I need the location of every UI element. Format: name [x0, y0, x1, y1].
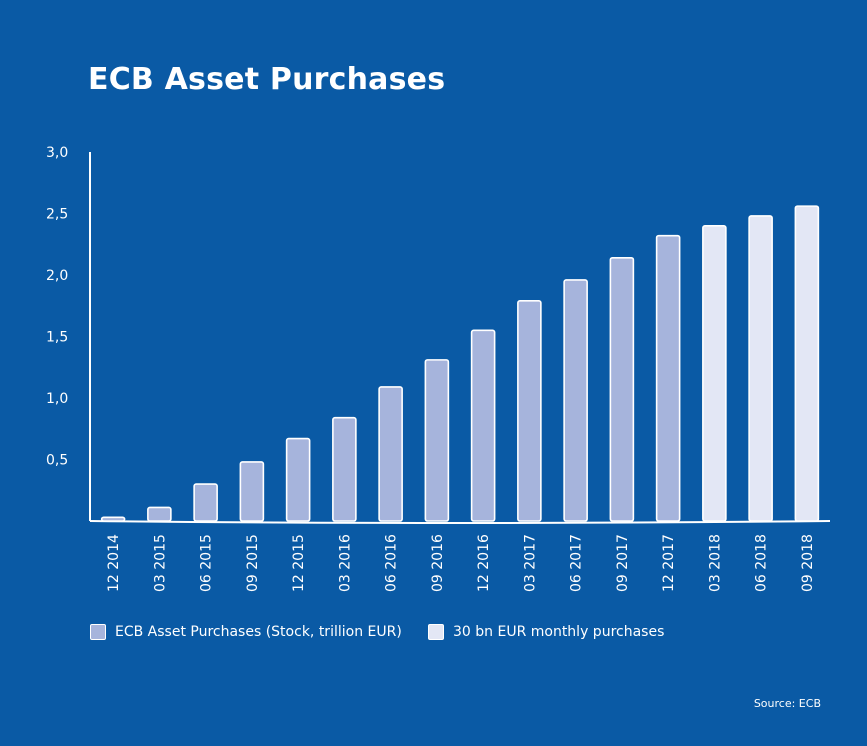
x-tick-label: 12 2017 [661, 534, 677, 592]
legend-item-stock: ECB Asset Purchases (Stock, trillion EUR… [90, 624, 402, 640]
legend-item-monthly: 30 bn EUR monthly purchases [428, 624, 664, 640]
legend-label-stock: ECB Asset Purchases (Stock, trillion EUR… [115, 624, 402, 640]
x-tick-label: 03 2016 [337, 534, 353, 592]
x-tick-label: 06 2015 [199, 534, 215, 592]
chart-title: ECB Asset Purchases [88, 62, 446, 97]
bar [517, 300, 542, 522]
y-tick-label: 2,5 [46, 207, 68, 223]
bar [470, 329, 496, 522]
x-tick-label: 06 2018 [754, 534, 770, 592]
source-note: Source: ECB [753, 697, 821, 710]
x-axis-labels: 12 2014 03 2015 06 2015 09 2015 12 2015 03 20… [106, 534, 816, 592]
x-tick-label: 03 2018 [707, 534, 723, 592]
bar [563, 279, 588, 522]
bar [378, 386, 403, 522]
x-tick-label: 12 2015 [291, 534, 307, 592]
x-tick-label: 12 2014 [106, 534, 122, 592]
x-tick-label: 06 2016 [384, 534, 400, 592]
x-tick-label: 09 2016 [430, 534, 446, 592]
x-tick-label: 06 2017 [569, 534, 585, 592]
bar [702, 225, 727, 522]
x-tick-label: 03 2015 [152, 534, 168, 592]
y-tick-label: 0,5 [46, 453, 68, 469]
y-tick-label: 1,5 [46, 330, 68, 346]
bar [193, 483, 218, 522]
y-tick-label: 2,0 [46, 268, 68, 284]
bar [239, 461, 265, 522]
y-axis: 0,5 1,0 1,5 2,0 2,5 3,0 [46, 145, 831, 524]
bar [424, 359, 450, 522]
bar [147, 506, 172, 522]
bar [285, 437, 311, 522]
x-tick-label: 09 2015 [245, 534, 261, 592]
x-tick-label: 09 2018 [800, 534, 816, 592]
bar [332, 416, 357, 522]
bar [609, 256, 635, 522]
bar [748, 215, 773, 522]
legend-swatch-stock [90, 624, 106, 640]
y-tick-label: 1,0 [46, 391, 68, 407]
legend-swatch-monthly [428, 624, 444, 640]
bar [794, 205, 820, 522]
bar [655, 234, 681, 522]
y-tick-label: 3,0 [46, 145, 68, 161]
x-tick-label: 12 2016 [476, 534, 492, 592]
x-axis-line [89, 520, 831, 524]
x-tick-label: 03 2017 [522, 534, 538, 592]
legend-label-monthly: 30 bn EUR monthly purchases [453, 624, 665, 640]
bars [100, 205, 820, 522]
x-tick-label: 09 2017 [615, 534, 631, 592]
bar [100, 516, 126, 522]
